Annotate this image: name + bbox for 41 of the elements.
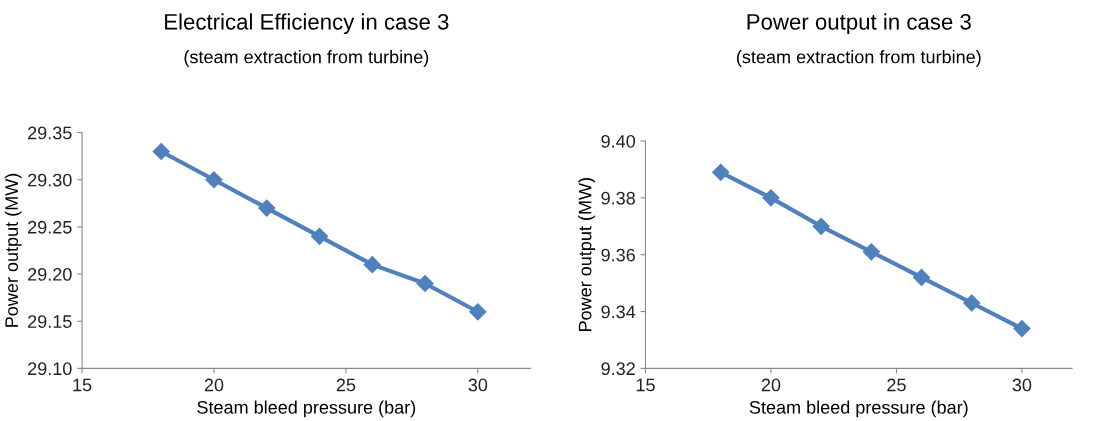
x-tick-label: 15 (636, 378, 655, 392)
point (912, 268, 931, 286)
point (469, 303, 487, 321)
point (712, 163, 730, 181)
y-tick-label: 9.34 (601, 305, 636, 319)
chart-title: Power output in case 3 (747, 13, 971, 35)
point (258, 199, 276, 217)
x-tick-label: 30 (1012, 378, 1032, 392)
point (363, 256, 381, 274)
point (205, 171, 223, 189)
point (1013, 320, 1031, 338)
point (812, 217, 830, 235)
chart-subtitle: (steam extraction from turbine) (737, 50, 981, 67)
x-tick-label: 25 (887, 378, 906, 392)
x-tick-label: 20 (761, 378, 781, 392)
y-tick-label: 9.40 (601, 134, 636, 148)
y-tick-label: 29.10 (28, 362, 72, 376)
x-tick-label: 20 (204, 378, 224, 392)
x-tick-label: 15 (73, 378, 92, 392)
x-tick-label: 25 (336, 378, 356, 392)
point (152, 142, 170, 161)
x-tick-label: 30 (468, 378, 488, 392)
point (416, 274, 434, 293)
y-tick-label: 29.15 (28, 315, 72, 328)
y-tick-label: 9.38 (601, 191, 635, 205)
point (862, 243, 880, 261)
chart-subtitle: (steam extraction from turbine) (184, 50, 429, 67)
point (963, 294, 981, 312)
y-tick-label: 9.32 (601, 362, 635, 376)
point (762, 189, 780, 207)
point (310, 227, 329, 245)
y-tick-label: 9.36 (601, 248, 635, 262)
y-tick-label: 29.30 (28, 173, 72, 187)
y-axis-title: Power output (MW) (4, 173, 22, 327)
y-tick-label: 29.25 (28, 220, 72, 234)
x-axis-title: Steam bleed pressure (bar) (749, 400, 968, 418)
y-axis-title: Power output (MW) (578, 178, 596, 331)
y-tick-label: 29.35 (28, 126, 72, 140)
chart-title: Electrical Efficiency in case 3 (165, 13, 449, 35)
y-tick-label: 29.20 (28, 268, 72, 281)
x-axis-title: Steam bleed pressure (bar) (197, 400, 416, 418)
